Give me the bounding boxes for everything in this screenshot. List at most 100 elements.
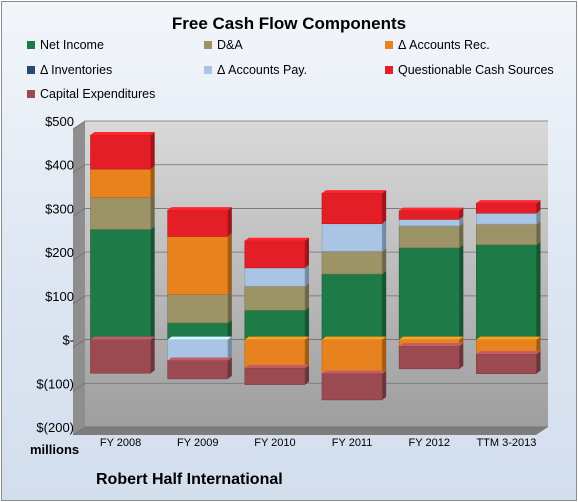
legend-item-delta-inventories: Δ Inventories [27, 62, 112, 78]
bar-capital-expenditures-fy-2011-top [321, 370, 387, 374]
bar-questionable-cash-sources-fy-2012-side [459, 207, 464, 220]
legend-label: Δ Inventories [40, 63, 113, 77]
x-tick-label: TTM 3-2013 [476, 437, 536, 449]
bar-delta-accounts-pay-fy-2009-side [227, 336, 232, 361]
legend-item-capital-expenditures: Capital Expenditures [27, 86, 155, 102]
legend-label: Net Income [40, 38, 104, 52]
bar-capital-expenditures-fy-2009 [167, 360, 229, 380]
legend-swatch [27, 41, 35, 49]
bar-d-a-fy-2008 [90, 197, 151, 230]
legend-swatch [204, 41, 212, 49]
bar-questionable-cash-sources-fy-2011 [321, 192, 383, 225]
legend-item-net-income: Net Income [27, 37, 104, 53]
bar-capital-expenditures-fy-2008-top [90, 336, 155, 340]
bar-delta-accounts-rec-ttm-3-2013-top [476, 336, 541, 340]
bar-questionable-cash-sources-fy-2009 [167, 209, 229, 237]
bar-d-a-fy-2011 [321, 250, 383, 275]
bar-delta-accounts-rec-fy-2008 [90, 168, 151, 198]
bar-capital-expenditures-fy-2012-side [459, 343, 464, 369]
bar-net-income-ttm-3-2013-side [536, 241, 541, 340]
units-label: millions [30, 442, 80, 457]
bar-delta-accounts-pay-fy-2010 [244, 267, 306, 287]
bar-questionable-cash-sources-ttm-3-2013 [476, 202, 537, 214]
bar-delta-accounts-pay-fy-2012 [398, 219, 460, 227]
bar-questionable-cash-sources-ttm-3-2013-side [536, 200, 541, 214]
gridline [72, 339, 548, 348]
bar-d-a-fy-2010-side [305, 283, 310, 311]
bar-questionable-cash-sources-fy-2009-top [167, 207, 232, 211]
bar-d-a-ttm-3-2013 [476, 223, 537, 246]
bar-capital-expenditures-fy-2012 [398, 345, 460, 370]
bar-questionable-cash-sources-fy-2008-side [150, 131, 155, 170]
bar-capital-expenditures-ttm-3-2013-top [476, 350, 541, 354]
legend-swatch [27, 90, 35, 98]
bar-capital-expenditures-ttm-3-2013 [476, 353, 537, 374]
bar-delta-accounts-rec-fy-2011-top [321, 336, 387, 340]
gridline [72, 120, 548, 130]
bar-net-income-fy-2011-side [382, 271, 387, 340]
x-tick-label: FY 2009 [177, 437, 218, 449]
legend-label: Capital Expenditures [40, 87, 156, 101]
bar-delta-accounts-rec-ttm-3-2013-side [536, 336, 541, 354]
bar-delta-accounts-rec-fy-2010-side [305, 336, 310, 368]
bar-delta-accounts-pay-fy-2009-top [167, 336, 232, 340]
bar-net-income-fy-2008 [90, 229, 151, 340]
bar-net-income-fy-2012 [398, 247, 460, 340]
bar-net-income-ttm-3-2013 [476, 244, 537, 340]
plot-side-wall [73, 121, 85, 435]
bar-d-a-fy-2009 [167, 294, 229, 324]
legend-label: Questionable Cash Sources [398, 63, 554, 77]
bar-questionable-cash-sources-fy-2012 [398, 210, 460, 220]
bar-questionable-cash-sources-fy-2011-top [321, 190, 387, 194]
gridline [72, 426, 548, 436]
bar-net-income-fy-2012-side [459, 244, 464, 340]
bar-delta-accounts-pay-fy-2009 [167, 339, 229, 361]
bar-net-income-fy-2010 [244, 309, 306, 340]
bar-capital-expenditures-fy-2009-side [227, 357, 232, 379]
bar-capital-expenditures-fy-2010 [244, 367, 306, 385]
bar-questionable-cash-sources-fy-2008-top [90, 131, 155, 135]
bar-d-a-fy-2012-side [459, 222, 464, 248]
bar-delta-accounts-rec-fy-2012-top [399, 336, 464, 340]
bar-d-a-fy-2011-side [382, 248, 387, 274]
legend-swatch [385, 41, 393, 49]
bar-delta-accounts-rec-fy-2008-side [150, 166, 155, 198]
gridline [72, 295, 548, 305]
bar-delta-accounts-rec-fy-2009-side [227, 233, 232, 295]
legend-label: D&A [217, 38, 243, 52]
gridline [72, 208, 548, 217]
legend-item-questionable-cash-sources: Questionable Cash Sources [385, 62, 554, 78]
bar-delta-accounts-rec-fy-2010 [244, 339, 306, 369]
bar-d-a-fy-2009-side [227, 291, 232, 323]
bar-capital-expenditures-ttm-3-2013-side [536, 350, 541, 374]
x-tick-label: FY 2011 [332, 437, 373, 449]
x-tick-label: FY 2008 [100, 437, 141, 449]
bar-delta-accounts-pay-ttm-3-2013-side [536, 210, 541, 225]
y-tick-label: $- [62, 333, 74, 348]
bar-questionable-cash-sources-ttm-3-2013-top [476, 200, 541, 204]
legend-swatch [204, 66, 212, 74]
bar-delta-accounts-rec-fy-2011 [321, 339, 383, 374]
bar-d-a-ttm-3-2013-side [536, 221, 541, 245]
legend-label: Δ Accounts Rec. [398, 38, 490, 52]
legend-label: Δ Accounts Pay. [217, 63, 308, 77]
bar-delta-accounts-rec-fy-2010-top [244, 336, 310, 340]
bar-delta-accounts-rec-fy-2011-side [382, 336, 387, 374]
bar-net-income-fy-2011 [321, 273, 383, 340]
bar-questionable-cash-sources-fy-2010 [244, 240, 306, 269]
chart-title: Free Cash Flow Components [171, 14, 407, 33]
legend-item-d-a: D&A [204, 37, 243, 53]
bar-capital-expenditures-fy-2011 [321, 373, 383, 401]
company-name: Robert Half International [96, 471, 283, 488]
bar-questionable-cash-sources-fy-2012-top [399, 207, 464, 211]
bar-net-income-fy-2009-side [227, 319, 232, 340]
bar-capital-expenditures-fy-2010-side [305, 364, 310, 385]
gridline [72, 382, 548, 392]
gridline [72, 164, 548, 174]
gridline [72, 251, 548, 261]
bar-questionable-cash-sources-fy-2008 [90, 134, 151, 170]
bar-d-a-fy-2008-side [150, 194, 155, 230]
y-tick-label: $100 [45, 289, 74, 304]
legend-item-delta-accounts-rec: Δ Accounts Rec. [385, 37, 490, 53]
